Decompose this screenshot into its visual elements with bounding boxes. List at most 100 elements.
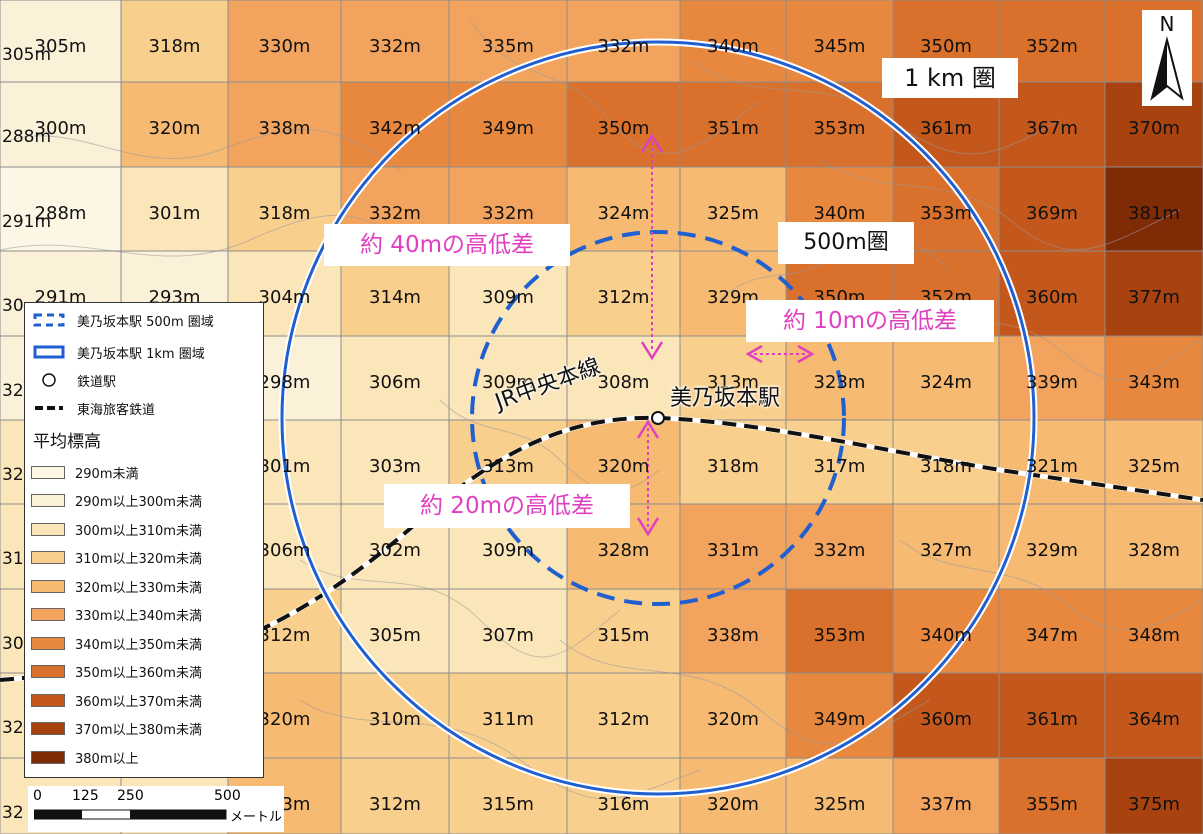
legend-class: 340m以上350m未満 <box>31 632 202 654</box>
grid-cell-value: 300m <box>35 118 87 139</box>
grid-cell-value: 328m <box>598 540 650 561</box>
grid-cell-value: 301m <box>149 203 201 224</box>
grid-cell-value: 339m <box>1026 372 1078 393</box>
grid-cell <box>341 758 449 834</box>
grid-cell-value: 361m <box>920 118 972 139</box>
grid-cell-value: 325m <box>814 794 866 815</box>
scale-unit: メートル <box>230 810 283 825</box>
grid-cell-value: 323m <box>814 372 866 393</box>
edge-elevation-label: 30 <box>2 296 24 316</box>
grid-cell-value: 305m <box>35 36 87 57</box>
grid-cell-value: 345m <box>814 36 866 57</box>
diff-20-label: 約 20mの高低差 <box>384 484 630 528</box>
grid-cell-value: 309m <box>482 287 534 308</box>
grid-cell-value: 328m <box>1128 540 1180 561</box>
station-marker <box>651 411 665 425</box>
grid-cell-value: 311m <box>482 709 534 730</box>
grid-cell-value: 312m <box>598 287 650 308</box>
grid-cell-value: 337m <box>920 794 972 815</box>
legend-swatch <box>31 608 65 621</box>
scale-bar-graphic <box>34 809 227 820</box>
grid-cell <box>1105 336 1203 420</box>
grid-cell <box>786 504 893 589</box>
grid-cell-value: 340m <box>920 625 972 646</box>
grid-cell-value: 320m <box>707 794 759 815</box>
legend-swatch <box>31 522 65 536</box>
grid-cell-value: 309m <box>482 372 534 393</box>
grid-cell <box>680 420 786 504</box>
grid-cell <box>680 673 786 758</box>
grid-cell-value: 332m <box>814 540 866 561</box>
dashed-rect-icon <box>31 312 67 328</box>
grid-cell <box>680 336 786 420</box>
grid-cell-value: 350m <box>598 118 650 139</box>
grid-cell-value: 303m <box>369 456 421 477</box>
grid-cell-value: 381m <box>1128 203 1180 224</box>
grid-cell <box>999 336 1105 420</box>
grid-cell <box>121 0 228 82</box>
legend-class-label: 330m以上340m未満 <box>75 609 202 624</box>
grid-cell <box>680 589 786 673</box>
legend-swatch <box>31 579 65 593</box>
grid-cell <box>680 504 786 589</box>
solid-rect-icon <box>31 344 67 360</box>
grid-cell-value: 313m <box>707 372 759 393</box>
legend-class: 290m未満 <box>31 461 138 483</box>
legend-swatch <box>31 551 65 564</box>
legend-item-label: 美乃坂本駅 1km 圏域 <box>77 346 205 362</box>
grid-cell-value: 307m <box>482 625 534 646</box>
grid-cell-value: 325m <box>1128 456 1180 477</box>
grid-cell-value: 355m <box>1026 794 1078 815</box>
legend-swatch <box>31 722 65 735</box>
legend-item-1km: 美乃坂本駅 1km 圏域 <box>31 341 205 363</box>
grid-cell-value: 324m <box>598 203 650 224</box>
grid-cell-value: 318m <box>259 203 311 224</box>
grid-cell <box>228 0 341 82</box>
grid-cell-value: 332m <box>369 36 421 57</box>
grid-cell-value: 324m <box>920 372 972 393</box>
legend-item-500m: 美乃坂本駅 500m 圏域 <box>31 309 214 331</box>
grid-cell <box>786 758 893 834</box>
grid-cell <box>1105 589 1203 673</box>
grid-cell <box>893 504 999 589</box>
grid-cell <box>0 167 121 251</box>
edge-elevation-label: 291m <box>2 212 51 232</box>
grid-cell-value: 320m <box>149 118 201 139</box>
grid-cell-value: 340m <box>707 36 759 57</box>
grid-cell-value: 349m <box>482 118 534 139</box>
grid-cell-value: 304m <box>259 287 311 308</box>
legend-class-label: 310m以上320m未満 <box>75 552 202 567</box>
legend-class-label: 340m以上350m未満 <box>75 637 202 653</box>
grid-cell-value: 318m <box>149 36 201 57</box>
grid-cell-value: 364m <box>1128 709 1180 730</box>
legend-swatch <box>31 636 65 650</box>
grid-cell <box>449 589 567 673</box>
grid-cell-value: 306m <box>369 372 421 393</box>
grid-cell-value: 350m <box>920 36 972 57</box>
legend-swatch <box>31 665 65 678</box>
grid-cell <box>449 758 567 834</box>
arrow-40m <box>640 133 664 361</box>
grid-cell-value: 369m <box>1026 203 1078 224</box>
grid-cell <box>567 251 680 336</box>
edge-elevation-label: 32 <box>2 718 24 738</box>
grid-cell-value: 320m <box>598 456 650 477</box>
grid-cell <box>449 0 567 82</box>
grid-cell-value: 321m <box>1026 456 1078 477</box>
arrow-10m <box>745 344 815 364</box>
grid-cell-value: 367m <box>1026 118 1078 139</box>
grid-cell <box>893 758 999 834</box>
legend-item-label: 鉄道駅 <box>77 374 117 390</box>
edge-elevation-label: 31 <box>2 549 24 569</box>
grid-cell-value: 349m <box>814 709 866 730</box>
edge-elevation-label: 32 <box>2 381 24 401</box>
legend-class: 370m以上380m未満 <box>31 718 202 740</box>
grid-cell <box>999 167 1105 251</box>
grid-cell <box>228 167 341 251</box>
grid-cell <box>341 336 449 420</box>
grid-cell-value: 316m <box>598 794 650 815</box>
grid-cell <box>893 673 999 758</box>
ring-1km-label-text: 1 km 圏 <box>904 64 996 92</box>
grid-cell-value: 353m <box>920 203 972 224</box>
grid-cell-value: 320m <box>707 709 759 730</box>
